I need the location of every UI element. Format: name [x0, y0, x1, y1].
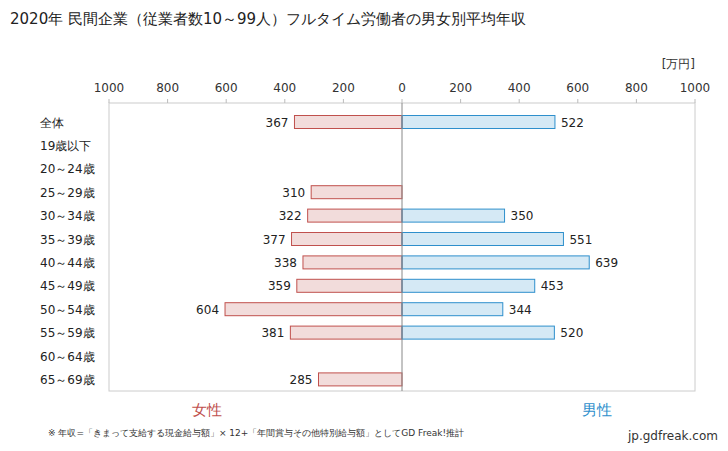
bar	[311, 186, 402, 199]
category-label: 40～44歳	[40, 256, 95, 270]
category-label: 45～49歳	[40, 279, 95, 293]
chart: 2020年 民間企業（従業者数10～99人）フルタイム労働者の男女別平均年収 [万…	[0, 0, 728, 451]
tick-mark	[402, 99, 403, 103]
tick-mark	[343, 99, 344, 103]
bar	[290, 326, 402, 339]
plot-frame	[109, 103, 695, 391]
bar	[402, 326, 554, 339]
tick-label: 600	[566, 81, 589, 95]
data-label: 453	[541, 279, 564, 293]
tick-mark	[577, 99, 578, 103]
legend-label: 女性	[192, 401, 222, 419]
tick-label: 200	[449, 81, 472, 95]
bars	[225, 116, 589, 386]
category-label: 全体	[40, 116, 64, 130]
tick-label: 400	[273, 81, 296, 95]
tick-label: 1000	[680, 81, 711, 95]
title: 2020年 民間企業（従業者数10～99人）フルタイム労働者の男女別平均年収	[10, 10, 526, 28]
data-label: 322	[279, 209, 302, 223]
data-label: 520	[560, 326, 583, 340]
tick-mark	[167, 99, 168, 103]
data-labels: 367 310 322 377 338 359 604 381 285 522 350 551639 4…	[196, 116, 618, 387]
tick-label: 800	[156, 81, 179, 95]
data-label: 310	[282, 186, 305, 200]
tick-label: 200	[332, 81, 355, 95]
axis-label: [万円]	[662, 57, 695, 71]
bar	[294, 116, 402, 129]
bar	[402, 116, 555, 129]
legend-label: 男性	[582, 401, 612, 419]
tick-mark	[636, 99, 637, 103]
data-label: 344	[509, 303, 532, 317]
tick-label: 600	[215, 81, 238, 95]
data-label: 551	[569, 233, 592, 247]
bar	[308, 209, 402, 222]
data-label: 639	[595, 256, 618, 270]
bar	[292, 233, 402, 246]
data-label: 367	[266, 116, 289, 130]
category-label: 50～54歳	[40, 303, 95, 317]
tick-mark	[695, 99, 696, 103]
data-label: 338	[274, 256, 297, 270]
category-label: 19歳以下	[40, 139, 91, 153]
category-label: 35～39歳	[40, 233, 95, 247]
bar	[402, 233, 563, 246]
bar	[402, 256, 589, 269]
category-label: 30～34歳	[40, 209, 95, 223]
bar	[402, 303, 503, 316]
zero-line	[402, 103, 403, 391]
data-label: 522	[561, 116, 584, 130]
tick-mark	[460, 99, 461, 103]
bar	[402, 209, 505, 222]
category-label: 25～29歳	[40, 186, 95, 200]
bar	[318, 373, 402, 386]
tick-mark	[226, 99, 227, 103]
tick-label: 400	[508, 81, 531, 95]
bar	[225, 303, 402, 316]
category-label: 60～64歳	[40, 350, 95, 364]
data-label: 381	[261, 326, 284, 340]
footnote: ※ 年収=「きまって支給する現金給与額」× 12+「年間賞与その他特別給与額」と…	[48, 428, 464, 438]
category-label: 65～69歳	[40, 373, 95, 387]
data-label: 604	[196, 303, 219, 317]
category-label: 55～59歳	[40, 326, 95, 340]
data-label: 377	[263, 233, 286, 247]
tick-label: 0	[398, 81, 406, 95]
source: jp.gdfreak.com	[627, 429, 718, 443]
data-label: 285	[290, 373, 313, 387]
category-label: 20～24歳	[40, 162, 95, 176]
tick-label: 800	[625, 81, 648, 95]
bar	[297, 279, 402, 292]
bar	[303, 256, 402, 269]
tick-mark	[519, 99, 520, 103]
tick-mark	[109, 99, 110, 103]
bar	[402, 279, 535, 292]
tick-mark	[284, 99, 285, 103]
tick-label: 1000	[94, 81, 125, 95]
data-label: 350	[511, 209, 534, 223]
data-label: 359	[268, 279, 291, 293]
